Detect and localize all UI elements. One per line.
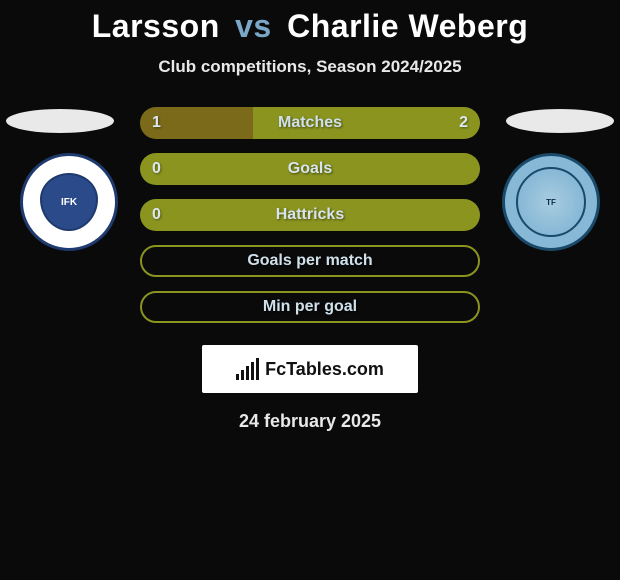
stat-goals-label: Goals [288, 160, 332, 178]
player2-platform-ellipse [506, 109, 614, 133]
stat-row-goals: 0 Goals [140, 153, 480, 185]
comparison-card: Larsson vs Charlie Weberg Club competiti… [0, 0, 620, 432]
club-shield-icon: IFK [40, 173, 98, 231]
vs-separator: vs [235, 8, 272, 44]
stat-goals-left: 0 [152, 160, 161, 178]
club2-short: TF [546, 198, 556, 207]
player1-club-badge: IFK [20, 153, 118, 251]
stat-matches-right: 2 [459, 114, 468, 132]
club-roundel-icon: TF [516, 167, 586, 237]
fctables-logo: FcTables.com [236, 358, 384, 380]
date-label: 24 february 2025 [10, 411, 610, 432]
compare-area: IFK TF 1 Matches 2 0 Goals 0 Hattricks [0, 107, 620, 432]
stat-mpg-label: Min per goal [263, 298, 357, 316]
bar-chart-icon [236, 358, 259, 380]
stat-row-min-per-goal: Min per goal [140, 291, 480, 323]
stat-matches-left: 1 [152, 114, 161, 132]
stat-hattricks-left: 0 [152, 206, 161, 224]
stat-rows: 1 Matches 2 0 Goals 0 Hattricks Goals pe… [140, 107, 480, 323]
stat-matches-label: Matches [278, 114, 342, 132]
branding-text: FcTables.com [265, 359, 384, 380]
stat-row-matches: 1 Matches 2 [140, 107, 480, 139]
page-title: Larsson vs Charlie Weberg [0, 8, 620, 45]
club1-short: IFK [61, 197, 77, 208]
subtitle: Club competitions, Season 2024/2025 [0, 57, 620, 77]
player2-name: Charlie Weberg [287, 8, 528, 44]
player2-club-badge: TF [502, 153, 600, 251]
stat-gpm-label: Goals per match [247, 252, 372, 270]
player1-platform-ellipse [6, 109, 114, 133]
stat-hattricks-label: Hattricks [276, 206, 344, 224]
stat-row-hattricks: 0 Hattricks [140, 199, 480, 231]
stat-row-goals-per-match: Goals per match [140, 245, 480, 277]
player1-name: Larsson [92, 8, 220, 44]
branding-box: FcTables.com [202, 345, 418, 393]
